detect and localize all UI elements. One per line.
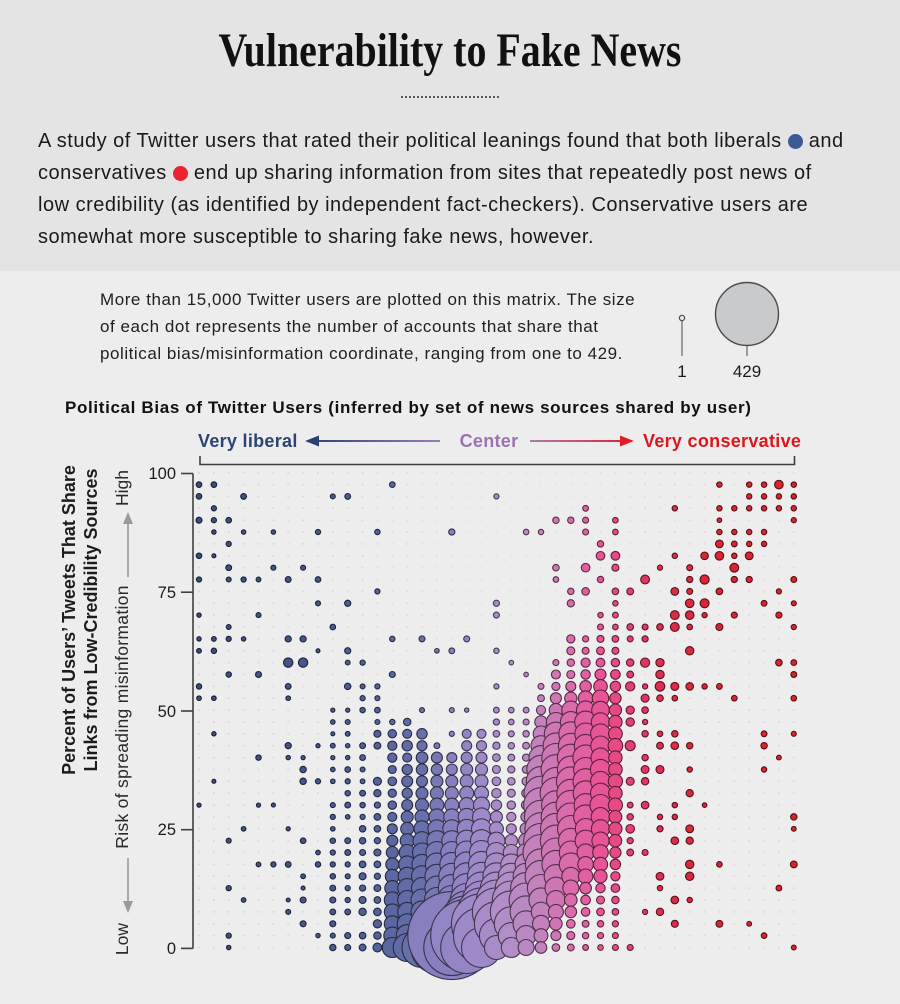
svg-text:Center: Center <box>460 431 519 451</box>
svg-text:1: 1 <box>677 362 686 381</box>
svg-text:Very conservative: Very conservative <box>643 431 801 451</box>
svg-text:Very liberal: Very liberal <box>198 431 298 451</box>
svg-text:0: 0 <box>167 940 176 958</box>
svg-text:Links from Low-Credibility Sou: Links from Low-Credibility Sources <box>81 468 101 771</box>
svg-text:Low: Low <box>112 923 132 955</box>
svg-text:100: 100 <box>148 465 176 483</box>
svg-text:High: High <box>112 470 132 506</box>
svg-text:429: 429 <box>733 362 761 381</box>
svg-text:75: 75 <box>158 584 176 602</box>
svg-text:50: 50 <box>158 703 176 721</box>
svg-text:25: 25 <box>158 821 176 839</box>
svg-text:Risk of spreading misinformati: Risk of spreading misinformation <box>112 585 132 848</box>
svg-text:Percent of Users’ Tweets That: Percent of Users’ Tweets That Share <box>59 465 79 775</box>
